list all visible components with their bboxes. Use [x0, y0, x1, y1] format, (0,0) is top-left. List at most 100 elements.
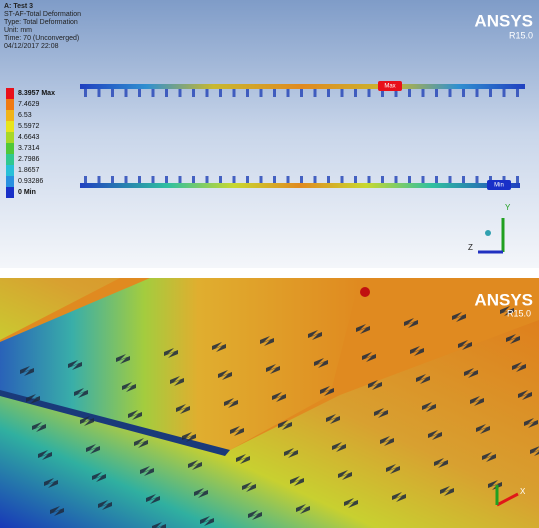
legend-label: 7.4629 — [18, 101, 40, 108]
screenshot: Max Min A: Test 3ST-AF-Total Deformation… — [0, 0, 539, 528]
legend-label: 0 Min — [18, 189, 36, 196]
rib — [300, 89, 303, 97]
rib — [354, 176, 357, 183]
legend-label: 4.6643 — [18, 134, 40, 141]
legend-label: 3.7314 — [18, 145, 40, 152]
rib — [476, 89, 479, 97]
rib — [327, 176, 330, 183]
rib — [260, 176, 263, 183]
rib — [449, 176, 452, 183]
rib — [98, 89, 101, 97]
logo: ANSYS — [474, 290, 533, 309]
legend-swatch — [6, 121, 14, 132]
logo: ANSYS — [474, 11, 533, 30]
axis-x-label: X — [520, 487, 526, 496]
rib — [111, 176, 114, 183]
rib — [395, 176, 398, 183]
rib — [327, 89, 330, 97]
rib — [462, 89, 465, 97]
rib — [84, 89, 87, 97]
header-line: A: Test 3 — [4, 3, 33, 10]
rib — [489, 89, 492, 97]
rib — [287, 176, 290, 183]
probe-ball — [360, 287, 370, 297]
rib — [111, 89, 114, 97]
rib — [287, 89, 290, 97]
rib — [462, 176, 465, 183]
legend-label: 8.3957 Max — [18, 90, 55, 97]
max-label: Max — [384, 84, 395, 90]
rib — [219, 89, 222, 97]
version: R15.0 — [507, 308, 531, 318]
rib — [246, 89, 249, 97]
rib — [152, 89, 155, 97]
rib — [84, 176, 87, 183]
legend-label: 2.7986 — [18, 156, 40, 163]
version: R15.0 — [509, 30, 533, 40]
legend-swatch — [6, 132, 14, 143]
rib — [98, 176, 101, 183]
header-line: Type: Total Deformation — [4, 19, 78, 26]
legend-label: 1.8657 — [18, 167, 40, 174]
rib — [179, 89, 182, 97]
legend-swatch — [6, 187, 14, 198]
rib — [422, 89, 425, 97]
axis-z-label: Z — [468, 243, 473, 252]
rib — [233, 176, 236, 183]
legend-swatch — [6, 99, 14, 110]
header-line: 04/12/2017 22:08 — [4, 43, 59, 50]
rib — [125, 176, 128, 183]
rib — [314, 89, 317, 97]
rib — [125, 89, 128, 97]
rib — [206, 89, 209, 97]
rib — [408, 176, 411, 183]
legend-swatch — [6, 176, 14, 187]
rib — [368, 89, 371, 97]
legend-swatch — [6, 110, 14, 121]
rib — [516, 176, 519, 183]
rib — [152, 176, 155, 183]
rib — [219, 176, 222, 183]
rib — [192, 176, 195, 183]
rib — [165, 176, 168, 183]
rib — [179, 176, 182, 183]
rib — [300, 176, 303, 183]
rib — [165, 89, 168, 97]
rib — [273, 176, 276, 183]
axis-origin-ball — [485, 230, 491, 236]
axis-y-label: Y — [505, 203, 511, 212]
rib — [449, 89, 452, 97]
legend-swatch — [6, 165, 14, 176]
rib — [341, 176, 344, 183]
legend-swatch — [6, 154, 14, 165]
legend-label: 6.53 — [18, 112, 32, 119]
rib — [435, 89, 438, 97]
top-panel — [0, 0, 539, 268]
rib — [408, 89, 411, 97]
beam-side — [80, 183, 520, 188]
rib — [260, 89, 263, 97]
rib — [273, 89, 276, 97]
rib — [422, 176, 425, 183]
rib — [435, 176, 438, 183]
header-line: Unit: mm — [4, 27, 32, 34]
rib — [138, 89, 141, 97]
beam-deformed — [80, 84, 525, 89]
rib — [341, 89, 344, 97]
legend-label: 5.5972 — [18, 123, 40, 130]
legend-swatch — [6, 143, 14, 154]
legend-swatch — [6, 88, 14, 99]
min-label: Min — [494, 183, 504, 189]
rib — [381, 176, 384, 183]
legend-label: 0.93286 — [18, 178, 43, 185]
rib — [138, 176, 141, 183]
header-line: ST-AF-Total Deformation — [4, 11, 81, 18]
rib — [354, 89, 357, 97]
rib — [192, 89, 195, 97]
rib — [314, 176, 317, 183]
rib — [476, 176, 479, 183]
rib — [516, 89, 519, 97]
rib — [503, 89, 506, 97]
header-line: Time: 70 (Unconverged) — [4, 35, 79, 42]
rib — [246, 176, 249, 183]
